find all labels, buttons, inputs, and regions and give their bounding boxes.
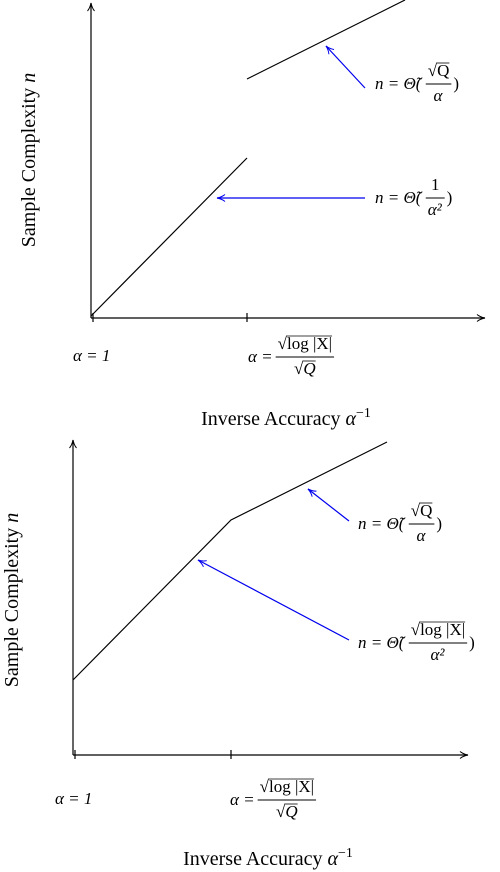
math-rhs: ) (453, 74, 459, 93)
curve (246, 0, 406, 80)
numerator: √log |X| (260, 777, 314, 796)
curve (90, 157, 248, 317)
label-text: Inverse Accuracy (201, 408, 340, 430)
arrow (325, 45, 366, 89)
label-text: Inverse Accuracy (183, 848, 322, 870)
math-lhs: n = Θ̃( (375, 74, 423, 93)
denominator: α² (430, 645, 445, 664)
tick-label: α = 1 (55, 789, 92, 808)
y-axis-label: Sample Complexity n (1, 513, 23, 687)
math-rhs: ) (447, 188, 453, 207)
label-text: Sample Complexity (1, 528, 23, 687)
denominator: √Q (294, 359, 316, 378)
label-sup: −1 (338, 846, 353, 861)
numerator: √log |X| (411, 620, 465, 639)
label-var: n (18, 73, 40, 83)
math-lhs: α = (248, 347, 273, 366)
math-rhs: ) (436, 514, 442, 533)
denominator: α (434, 86, 444, 105)
math-lhs: n = Θ̃( (358, 633, 406, 652)
math-lhs: α = (230, 790, 255, 809)
arrow (307, 488, 350, 522)
label-text: Sample Complexity (18, 88, 40, 247)
math-rhs: ) (469, 633, 475, 652)
numerator: 1 (431, 175, 440, 194)
x-axis-label: Inverse Accuracy α−1 (183, 846, 353, 870)
label-sup: −1 (356, 406, 371, 421)
numerator: √Q (428, 61, 450, 80)
denominator: α² (428, 200, 443, 219)
x-axis-label: Inverse Accuracy α−1 (201, 406, 371, 430)
math-lhs: n = Θ̃( (375, 188, 423, 207)
tick-label: α = 1 (73, 346, 110, 365)
label-var: α (345, 408, 356, 430)
arrow (197, 559, 350, 641)
label-var: α (327, 848, 338, 870)
denominator: √Q (276, 802, 298, 821)
curve (72, 441, 388, 681)
y-axis-label: Sample Complexity n (18, 73, 40, 247)
denominator: α (417, 526, 427, 545)
label-var: n (1, 513, 23, 523)
numerator: √log |X| (278, 334, 332, 353)
numerator: √Q (411, 501, 433, 520)
math-lhs: n = Θ̃( (358, 514, 406, 533)
